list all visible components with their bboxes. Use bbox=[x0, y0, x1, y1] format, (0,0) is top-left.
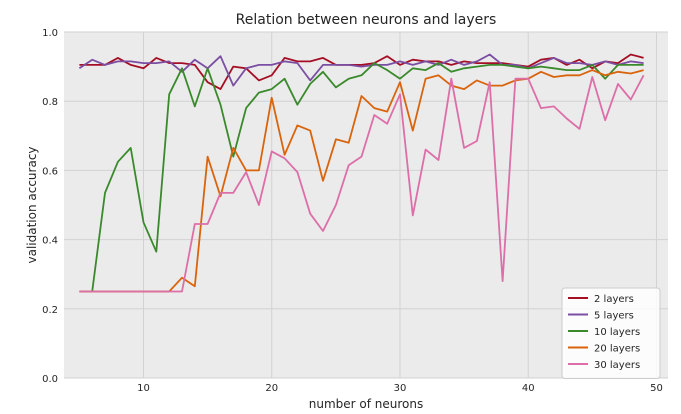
legend-label: 10 layers bbox=[594, 327, 640, 338]
legend-frame bbox=[561, 287, 661, 379]
legend-label: 5 layers bbox=[594, 311, 634, 322]
y-tick-label: 0.8 bbox=[42, 97, 58, 108]
x-axis-label: number of neurons bbox=[309, 397, 424, 411]
series-lines bbox=[78, 53, 645, 293]
x-tick-label: 40 bbox=[522, 383, 535, 394]
y-tick-label: 1.0 bbox=[42, 28, 58, 39]
legend-label: 20 layers bbox=[594, 344, 640, 355]
y-tick-label: 0.4 bbox=[42, 236, 58, 247]
legend: 2 layers 5 layers 10 layers 20 layers 30 lay… bbox=[561, 287, 661, 379]
series-line-3 bbox=[79, 62, 644, 293]
x-tick-label: 20 bbox=[265, 383, 278, 394]
x-tick-label: 30 bbox=[394, 383, 407, 394]
series-line-5 bbox=[79, 74, 645, 293]
series-line-4 bbox=[79, 69, 644, 293]
series-line-2 bbox=[78, 53, 644, 87]
legend-label: 2 layers bbox=[594, 294, 634, 305]
legend-label: 30 layers bbox=[594, 360, 640, 371]
y-tick-label: 0.6 bbox=[42, 166, 58, 177]
x-tick-label: 50 bbox=[650, 383, 663, 394]
y-tick-label: 0.2 bbox=[42, 305, 58, 316]
x-tick-label: 10 bbox=[137, 383, 150, 394]
chart-title: Relation between neurons and layers bbox=[236, 12, 497, 28]
y-tick-label: 0.0 bbox=[42, 374, 58, 385]
axis-ticks: 10 20 30 40 50 0.0 0.2 0.4 0.6 0.8 1.0 bbox=[42, 28, 663, 394]
y-axis-label: validation accuracy bbox=[25, 146, 39, 263]
series-line-1 bbox=[79, 53, 644, 90]
